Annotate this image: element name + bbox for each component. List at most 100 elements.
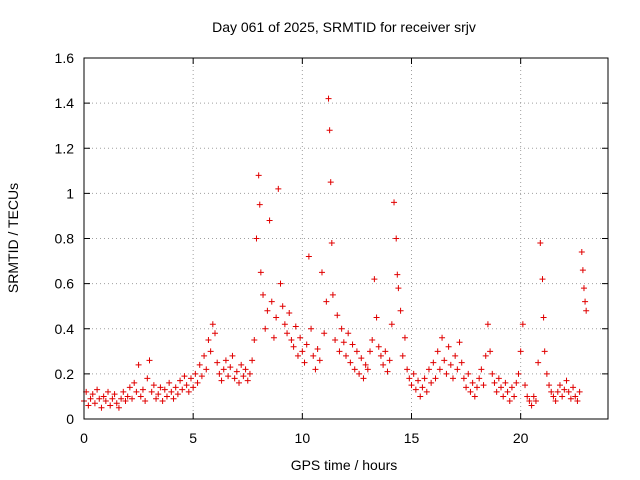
data-point [423,388,430,395]
data-point [394,271,401,278]
data-point [297,334,304,341]
data-point [530,393,537,400]
data-point [166,379,173,386]
data-point [240,373,247,380]
data-point [329,291,336,298]
data-point [220,366,227,373]
data-point [231,375,238,382]
data-point [244,377,251,384]
data-point [550,393,557,400]
data-point [98,404,105,411]
data-point [326,127,333,134]
data-point [458,359,465,366]
data-point [559,393,566,400]
data-point [131,379,138,386]
data-point [142,397,149,404]
data-point [284,330,291,337]
data-point [513,379,520,386]
data-point [395,285,402,292]
data-point [375,343,382,350]
data-point [528,402,535,409]
data-point [517,348,524,355]
y-tick-label: 1.4 [55,95,75,111]
data-point [415,377,422,384]
y-tick-label: 1.2 [55,140,75,156]
data-point [150,382,157,389]
data-point [233,368,240,375]
data-point [102,397,109,404]
data-point [183,382,190,389]
data-point [343,352,349,359]
axis-ticks [83,57,608,420]
data-point [218,377,225,384]
data-point [87,395,94,402]
data-point [441,357,448,364]
data-point [351,366,358,373]
data-point [406,375,413,382]
data-point [157,384,164,391]
data-point [432,375,439,382]
y-tick-label: 0.8 [55,231,75,247]
data-point [412,386,419,393]
data-point [107,402,114,409]
data-point [452,352,459,359]
data-point [325,95,332,102]
data-point [260,291,267,298]
data-point [349,341,356,348]
data-point [321,330,328,337]
data-point [192,370,199,377]
data-point [421,375,428,382]
data-point [100,393,107,400]
data-point [155,391,162,398]
data-point [371,276,378,283]
data-point [273,314,280,321]
data-point [362,361,369,368]
data-point [301,359,308,366]
data-point [456,339,463,346]
data-point [290,343,297,350]
data-point [380,361,387,368]
data-point [266,217,273,224]
data-point [209,321,216,328]
data-point [401,334,408,341]
data-point [275,185,282,192]
data-point [334,312,341,319]
data-point [314,346,321,353]
data-point [425,366,432,373]
data-point [262,325,269,332]
data-point [153,395,160,402]
data-point [310,352,317,359]
data-point [567,395,574,402]
data-point [286,309,293,316]
data-point [168,388,175,395]
data-point [469,379,476,386]
data-point [582,298,589,305]
data-point [207,348,214,355]
data-point [137,393,144,400]
data-point [105,388,112,395]
data-point [222,357,229,364]
grid-lines [84,58,608,419]
data-point [484,321,491,328]
data-point [294,352,301,359]
data-point [391,199,398,206]
data-point [148,388,155,395]
data-point [548,388,555,395]
data-point [576,388,583,395]
data-point [482,352,489,359]
data-point [572,393,579,400]
data-point [552,397,559,404]
data-point [89,391,96,398]
x-tick-labels: 0 5 10 15 20 [80,430,529,446]
data-point [255,172,262,179]
data-point [565,388,572,395]
data-point [113,400,120,407]
data-point [358,355,365,362]
data-point [257,269,264,276]
plot-frame [83,57,609,420]
y-tick-label: 1.6 [55,50,75,66]
data-point [532,397,539,404]
data-point [399,352,406,359]
data-point [109,395,116,402]
data-point [172,384,179,391]
